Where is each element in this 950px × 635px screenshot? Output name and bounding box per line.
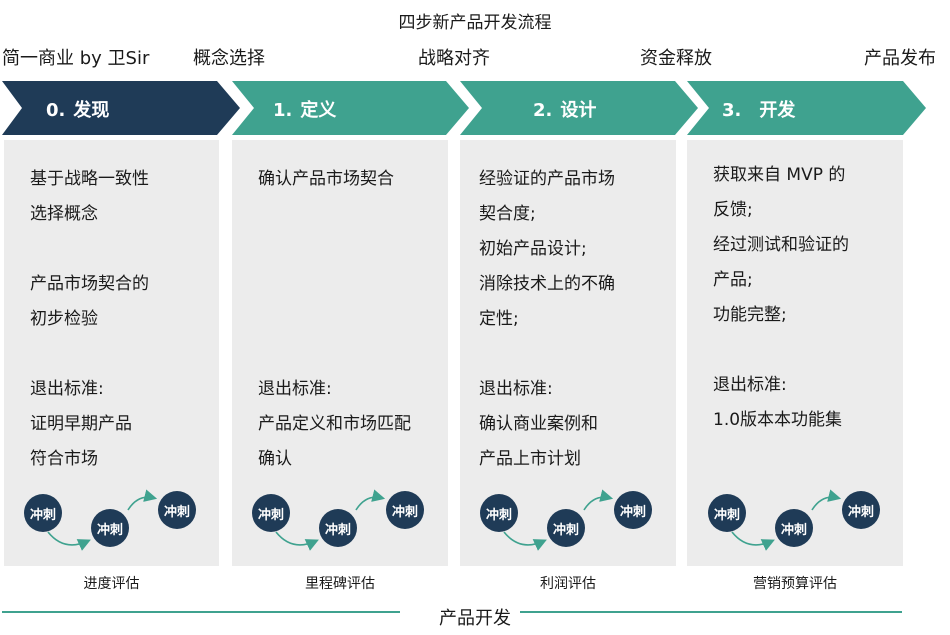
panel-line xyxy=(30,232,219,267)
panel-line: 确认 xyxy=(258,449,292,469)
panel-line: 退出标准: xyxy=(258,379,332,399)
panel-line: 1.0版本本功能集 xyxy=(713,410,843,430)
panel-line xyxy=(258,232,448,267)
stage-label-develop: 3. 开发 xyxy=(722,100,796,121)
gate-label-brand: 简一商业 by 卫Sir xyxy=(2,48,150,69)
stage-chevron-discover xyxy=(2,81,240,135)
sprint-circle: 冲刺 xyxy=(480,494,518,532)
panel-line: 符合市场 xyxy=(30,449,98,469)
panel-line xyxy=(713,333,903,368)
panel-line: 确认商业案例和 xyxy=(479,414,598,434)
panel-line: 消除技术上的不确 xyxy=(479,274,615,294)
panel-line: 功能完整; xyxy=(713,305,787,325)
panel-line: 确认产品市场契合 xyxy=(258,169,394,189)
review-label-profit: 利润评估 xyxy=(540,576,596,592)
panel-line: 经过测试和验证的 xyxy=(713,235,849,255)
stage-label-define: 1. 定义 xyxy=(273,100,337,121)
stage-chevron-design xyxy=(460,81,698,135)
panel-line: 初步检验 xyxy=(30,309,98,329)
panel-line: 经验证的产品市场 xyxy=(479,169,615,189)
sprint-circle: 冲刺 xyxy=(91,509,129,547)
sprint-circle: 冲刺 xyxy=(775,509,813,547)
panel-line xyxy=(258,197,448,232)
panel-line: 产品上市计划 xyxy=(479,449,581,469)
panel-line: 获取来自 MVP 的 xyxy=(713,165,846,185)
stage-chevron-define xyxy=(232,81,469,135)
panel-line: 产品定义和市场匹配 xyxy=(258,414,411,434)
panel-line: 产品; xyxy=(713,270,753,290)
sprint-circle: 冲刺 xyxy=(614,491,652,529)
footer-label: 产品开发 xyxy=(439,608,511,629)
gate-label-launch: 产品发布 xyxy=(864,48,936,69)
panel-line xyxy=(30,337,219,372)
panel-line xyxy=(258,267,448,302)
footer-line-right xyxy=(520,611,902,613)
panel-line: 反馈; xyxy=(713,200,753,220)
gate-label-concept: 概念选择 xyxy=(193,48,265,69)
sprint-circle: 冲刺 xyxy=(842,491,880,529)
panel-line xyxy=(258,302,448,337)
panel-line: 契合度; xyxy=(479,204,536,224)
page-title: 四步新产品开发流程 xyxy=(398,13,552,33)
sprint-circle: 冲刺 xyxy=(386,491,424,529)
panel-line: 初始产品设计; xyxy=(479,239,587,259)
gate-label-strategy: 战略对齐 xyxy=(418,48,490,69)
sprint-circle: 冲刺 xyxy=(24,494,62,532)
stage-label-design: 2. 设计 xyxy=(533,100,597,121)
panel-line xyxy=(479,337,676,372)
sprint-circle: 冲刺 xyxy=(252,494,290,532)
review-label-progress: 进度评估 xyxy=(83,576,140,592)
panel-line: 退出标准: xyxy=(479,379,553,399)
sprint-circle: 冲刺 xyxy=(708,494,746,532)
sprint-circle: 冲刺 xyxy=(547,509,585,547)
panel-line: 退出标准: xyxy=(713,375,787,395)
sprint-circle: 冲刺 xyxy=(319,509,357,547)
footer-line-left xyxy=(2,611,400,613)
stage-chevron-develop xyxy=(687,81,926,135)
panel-line: 证明早期产品 xyxy=(30,414,132,434)
panel-line: 产品市场契合的 xyxy=(30,274,149,294)
review-label-marketing: 营销预算评估 xyxy=(753,576,837,592)
panel-line: 退出标准: xyxy=(30,379,104,399)
panel-line: 选择概念 xyxy=(30,204,98,224)
panel-line: 基于战略一致性 xyxy=(30,169,149,189)
gate-label-funding: 资金释放 xyxy=(640,48,712,69)
panel-line xyxy=(258,337,448,372)
stage-label-discover: 0. 发现 xyxy=(46,100,110,121)
review-label-milestone: 里程碑评估 xyxy=(305,576,375,592)
sprint-circle: 冲刺 xyxy=(158,491,196,529)
panel-line: 定性; xyxy=(479,309,519,329)
